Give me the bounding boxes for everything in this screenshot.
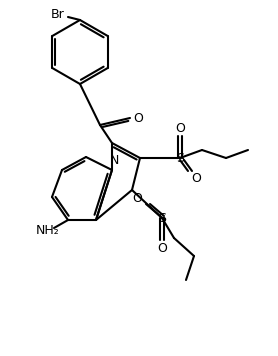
- Text: N: N: [109, 155, 119, 168]
- Text: O: O: [175, 121, 185, 135]
- Text: S: S: [176, 152, 184, 164]
- Text: NH₂: NH₂: [36, 224, 60, 236]
- Text: O: O: [157, 241, 167, 255]
- Text: O: O: [132, 192, 142, 204]
- Text: S: S: [158, 211, 166, 225]
- Text: O: O: [133, 111, 143, 125]
- Text: Br: Br: [51, 7, 65, 21]
- Text: O: O: [191, 172, 201, 184]
